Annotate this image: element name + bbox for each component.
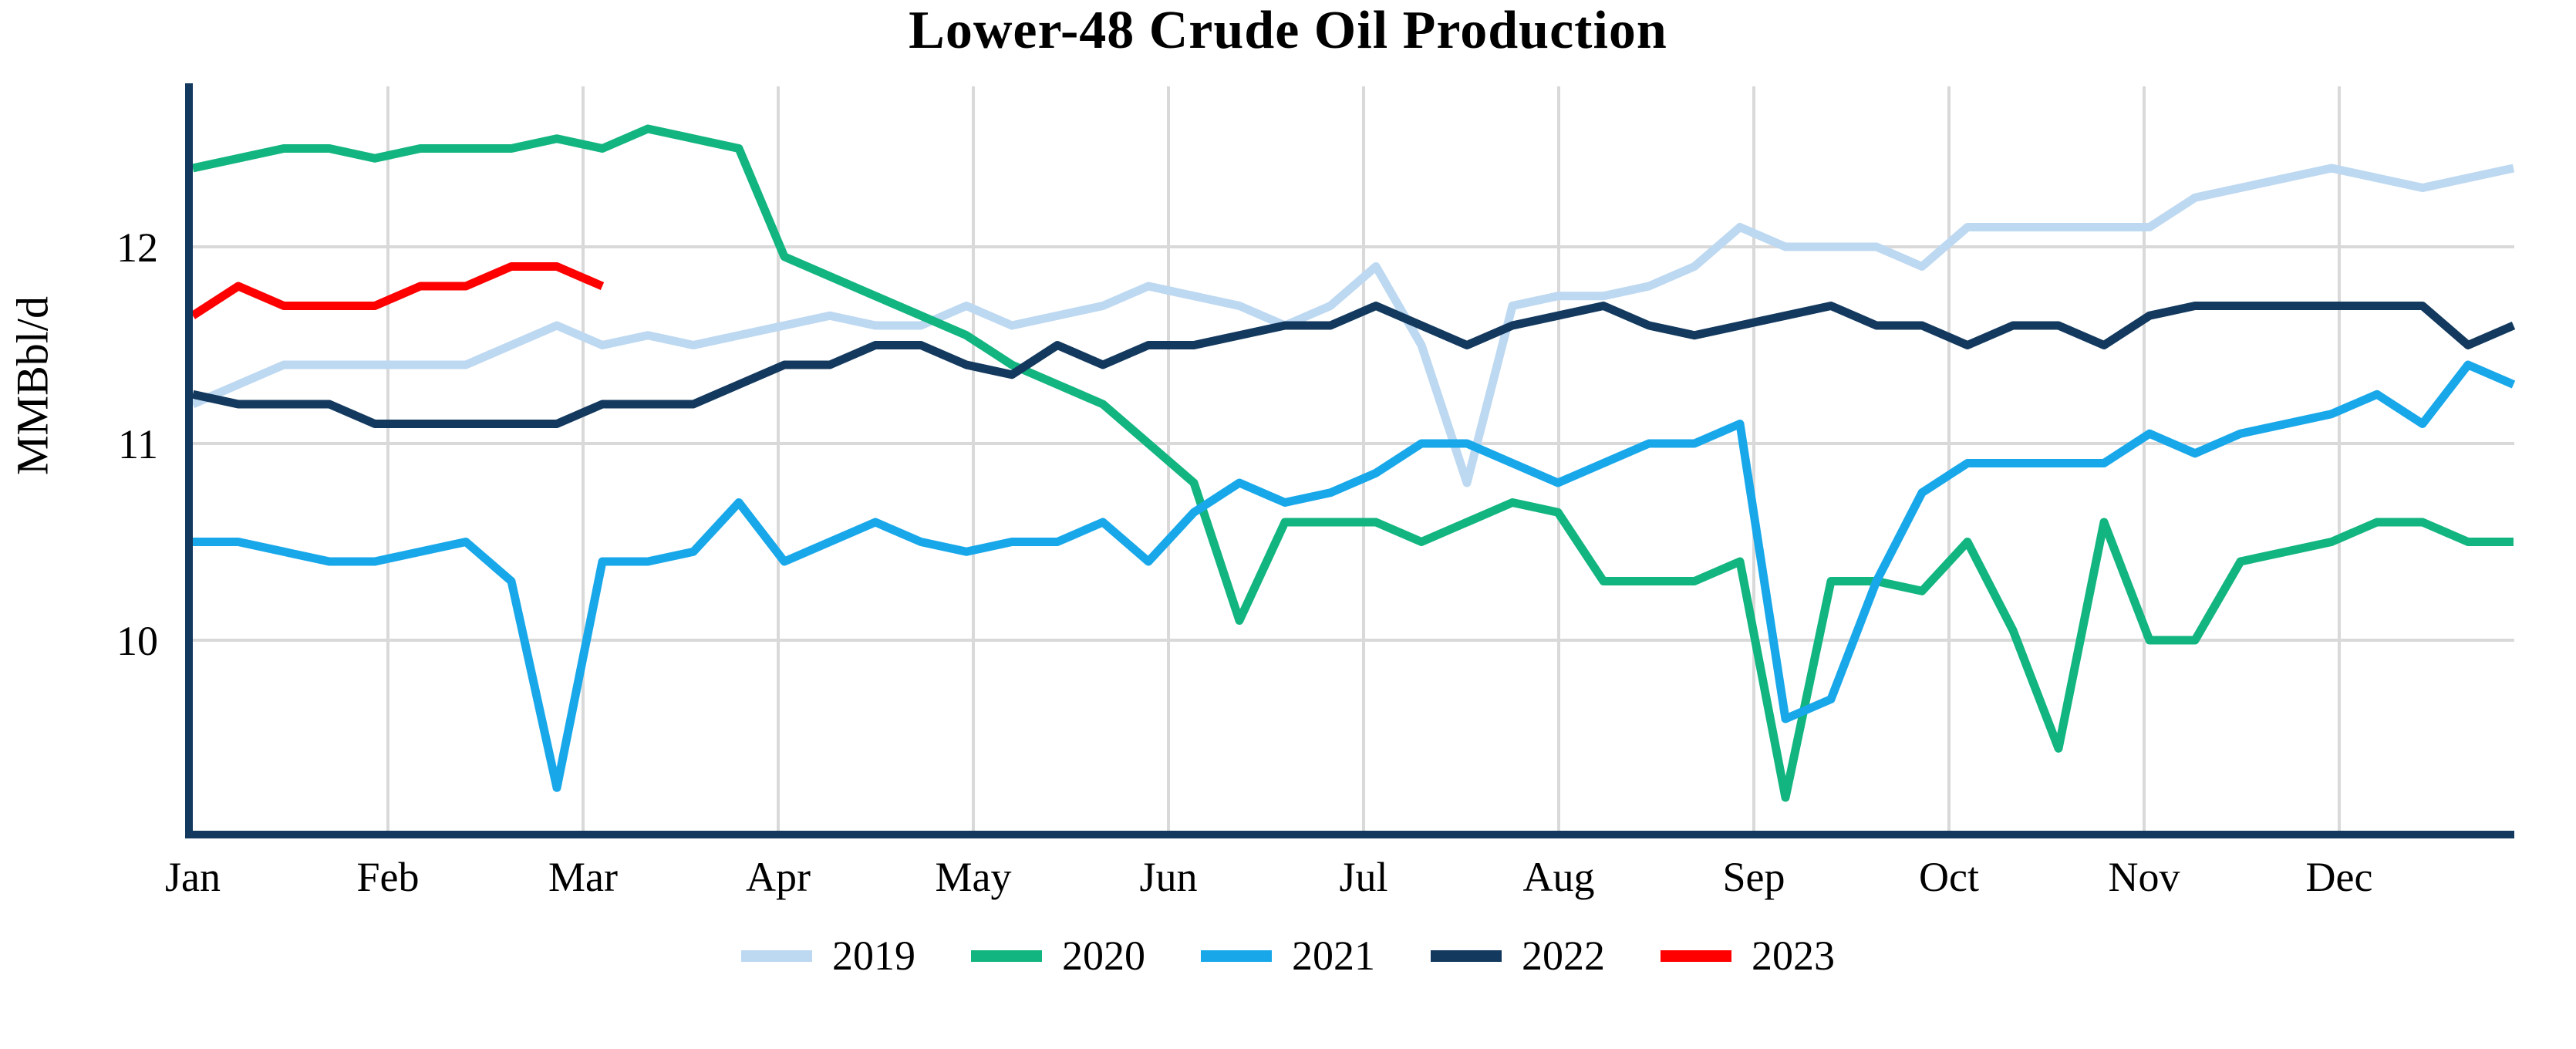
x-tick-label: Apr bbox=[746, 854, 811, 900]
y-tick-label: 10 bbox=[116, 618, 158, 664]
x-tick-label: Oct bbox=[1919, 854, 1979, 900]
legend-item-2021: 2021 bbox=[1201, 935, 1375, 976]
legend: 2019 2020 2021 2022 2023 bbox=[0, 935, 2576, 976]
axes bbox=[185, 83, 2514, 838]
series-line-2019 bbox=[191, 164, 2515, 487]
series-line-2021 bbox=[193, 360, 2516, 792]
legend-item-2020: 2020 bbox=[971, 935, 1145, 976]
x-tick-label: May bbox=[936, 854, 1012, 900]
x-tick-label: Jan bbox=[165, 854, 221, 900]
x-tick-label: Jul bbox=[1339, 854, 1387, 900]
legend-label-2019: 2019 bbox=[832, 933, 915, 979]
legend-label-2023: 2023 bbox=[1752, 933, 1835, 979]
series-line-2022 bbox=[191, 302, 2516, 428]
series-line-2023 bbox=[191, 262, 605, 319]
x-tick-label: Mar bbox=[548, 854, 618, 900]
legend-item-2019: 2019 bbox=[741, 935, 915, 976]
y-tick-label: 12 bbox=[116, 224, 158, 271]
legend-item-2023: 2023 bbox=[1661, 935, 1835, 976]
x-tick-label: Dec bbox=[2306, 854, 2373, 900]
legend-swatch-2023 bbox=[1661, 949, 1731, 962]
x-tick-label: Feb bbox=[357, 854, 420, 900]
x-tick-label: Sep bbox=[1723, 854, 1785, 900]
legend-swatch-2020 bbox=[971, 949, 1042, 962]
legend-label-2020: 2020 bbox=[1062, 933, 1145, 979]
x-tick-label: Jun bbox=[1139, 854, 1197, 900]
legend-swatch-2019 bbox=[741, 949, 812, 962]
data-series bbox=[191, 124, 2516, 802]
legend-swatch-2021 bbox=[1201, 949, 1272, 962]
legend-item-2022: 2022 bbox=[1431, 935, 1605, 976]
x-tick-label: Nov bbox=[2109, 854, 2180, 900]
legend-label-2021: 2021 bbox=[1292, 933, 1375, 979]
legend-label-2022: 2022 bbox=[1522, 933, 1605, 979]
x-tick-label: Aug bbox=[1523, 854, 1595, 900]
gridlines bbox=[189, 86, 2514, 835]
chart-title: Lower-48 Crude Oil Production bbox=[909, 1, 1667, 60]
y-tick-label: 11 bbox=[118, 421, 158, 467]
series-line-2020 bbox=[191, 124, 2514, 802]
tick-labels: 10 11 12 Jan Feb Mar Apr May Jun Jul Aug Sep Oct Nov D… bbox=[116, 224, 2372, 900]
legend-swatch-2022 bbox=[1431, 949, 1502, 962]
